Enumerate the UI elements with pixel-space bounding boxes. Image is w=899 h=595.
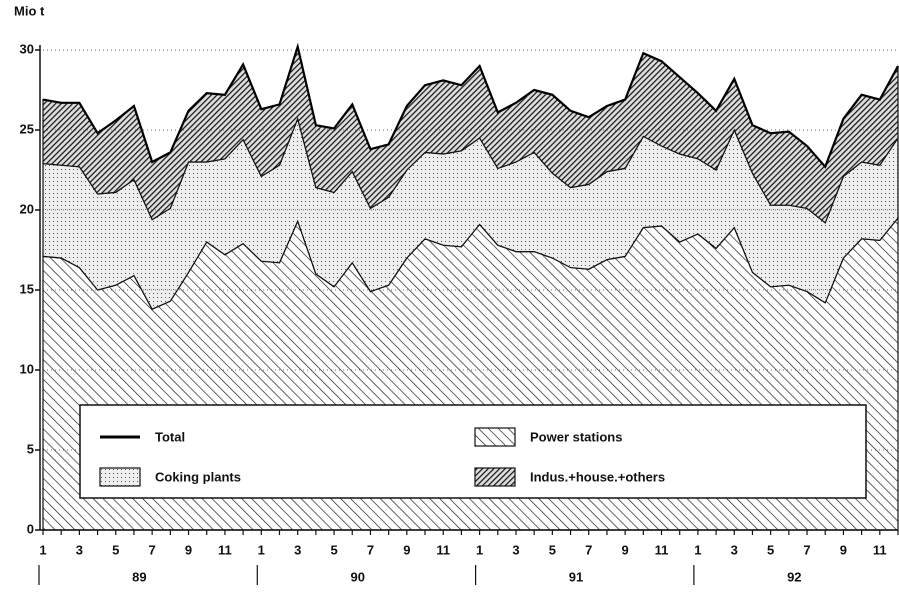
x-tick-label: 11 — [873, 542, 887, 557]
y-tick-label: 20 — [20, 201, 34, 216]
x-tick-label: 5 — [549, 542, 556, 557]
y-axis-label: Mio t — [14, 3, 45, 18]
x-tick-label: 3 — [76, 542, 83, 557]
total-line — [42, 42, 899, 169]
legend-label: Indus.+house.+others — [530, 469, 665, 484]
x-tick-label: 3 — [294, 542, 301, 557]
legend-swatch — [474, 427, 516, 447]
x-tick-label: 9 — [840, 542, 847, 557]
legend-label: Total — [155, 429, 185, 444]
legend-swatch — [474, 467, 516, 487]
x-tick-label: 7 — [149, 542, 156, 557]
y-tick-label: 10 — [20, 361, 34, 376]
x-tick-label: 3 — [512, 542, 519, 557]
legend-swatch — [99, 467, 141, 487]
y-tick-label: 30 — [20, 41, 34, 56]
legend-box — [79, 404, 867, 499]
x-tick-label: 9 — [403, 542, 410, 557]
y-tick-label: 5 — [27, 441, 34, 456]
legend-label: Coking plants — [155, 469, 241, 484]
y-tick-label: 0 — [27, 521, 34, 536]
x-tick-label: 9 — [622, 542, 629, 557]
x-tick-label: 11 — [218, 542, 232, 557]
x-tick-label: 7 — [803, 542, 810, 557]
x-tick-label: 7 — [367, 542, 374, 557]
x-tick-label: 11 — [655, 542, 669, 557]
y-tick-label: 25 — [20, 121, 34, 136]
x-tick-label: 3 — [731, 542, 738, 557]
year-label: 91 — [569, 569, 583, 584]
y-tick-label: 15 — [20, 281, 34, 296]
x-tick-label: 1 — [258, 542, 265, 557]
legend-label: Power stations — [530, 429, 622, 444]
year-label: 89 — [132, 569, 146, 584]
x-tick-label: 5 — [767, 542, 774, 557]
x-tick-label: 9 — [185, 542, 192, 557]
x-tick-label: 1 — [476, 542, 483, 557]
year-label: 92 — [787, 569, 801, 584]
x-tick-label: 5 — [112, 542, 119, 557]
x-tick-label: 1 — [694, 542, 701, 557]
x-tick-label: 5 — [330, 542, 337, 557]
year-label: 90 — [350, 569, 364, 584]
x-tick-label: 7 — [585, 542, 592, 557]
x-tick-label: 11 — [436, 542, 450, 557]
legend: Total Coking plants Power stations Indus.+h… — [79, 404, 867, 499]
x-tick-label: 1 — [39, 542, 46, 557]
